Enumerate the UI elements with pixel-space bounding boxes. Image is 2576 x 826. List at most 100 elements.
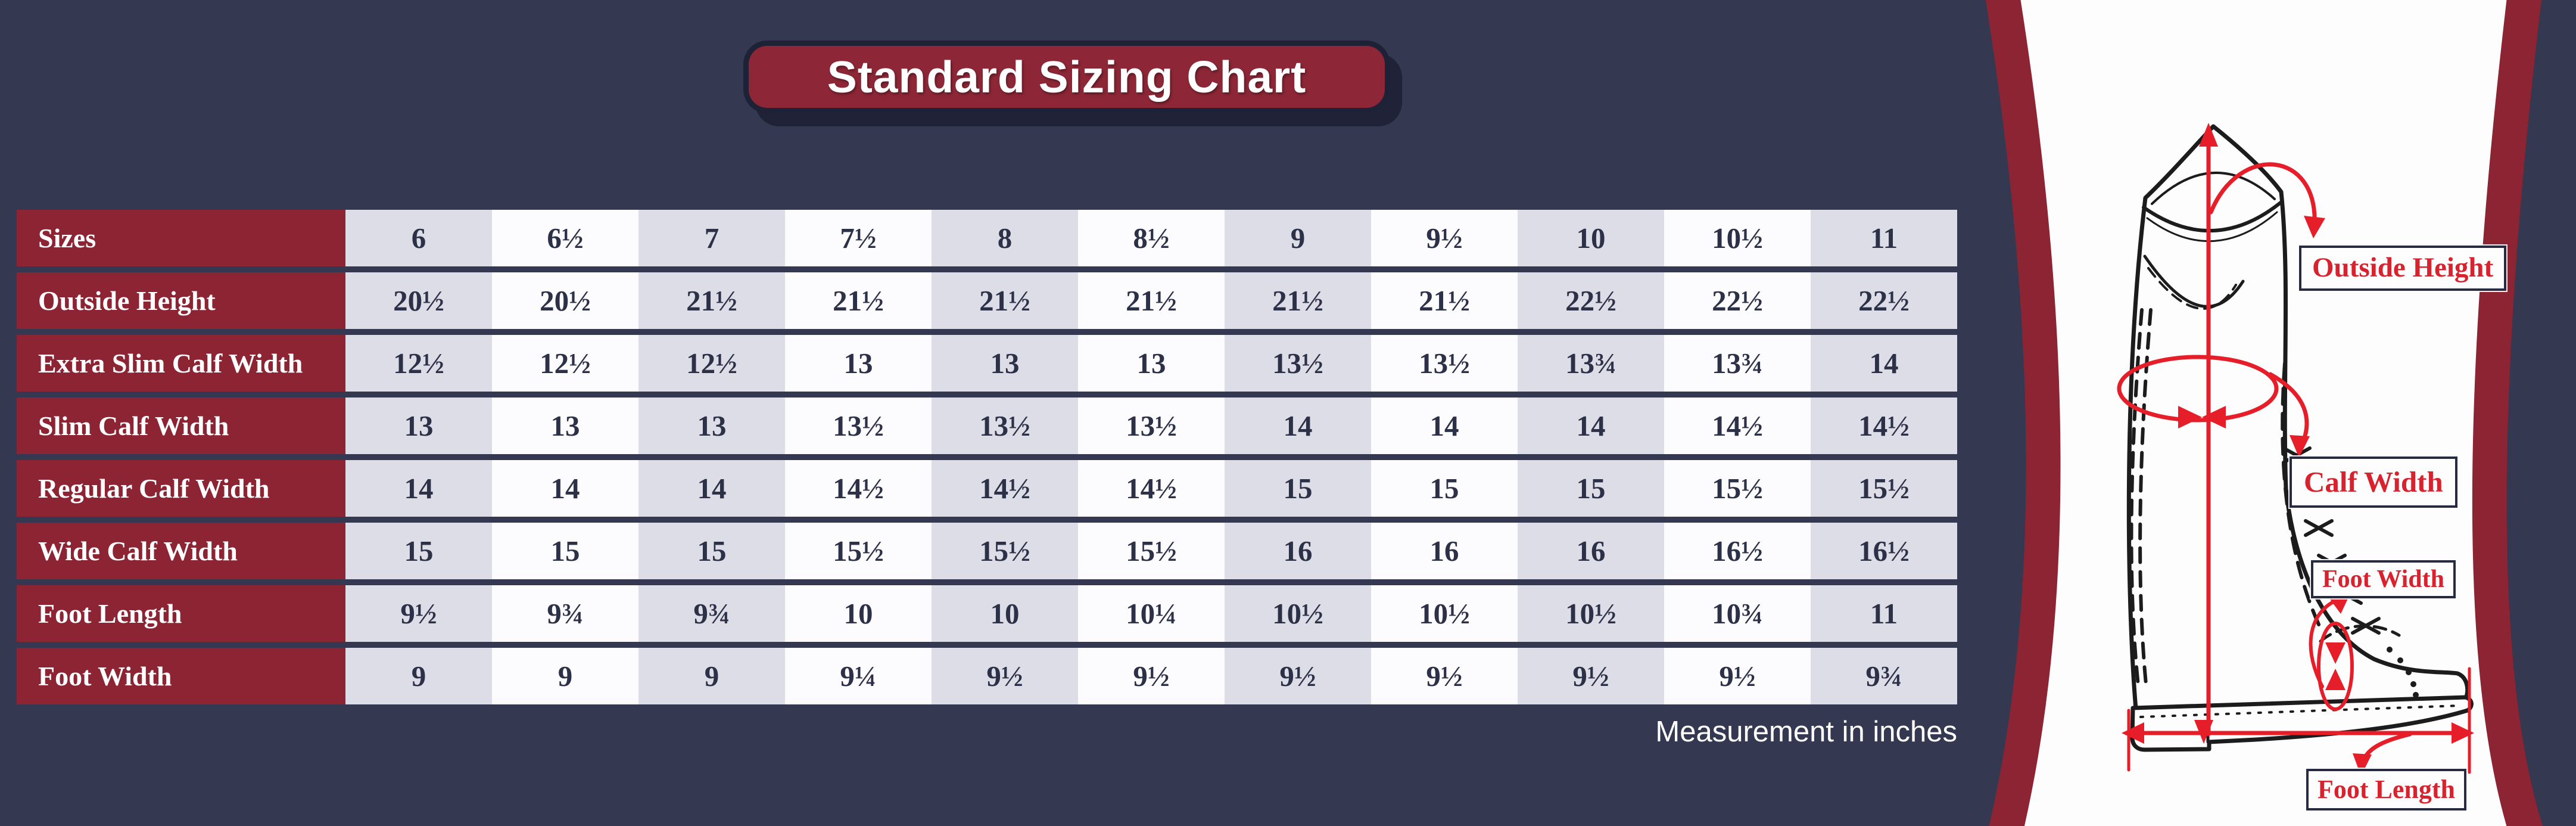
boot-collar-line: [2142, 201, 2282, 233]
size-value-cell: 10¼: [1078, 585, 1225, 642]
size-value-cell: 14½: [785, 460, 932, 517]
size-value-cell: 13: [932, 335, 1078, 392]
outside-height-arrow-up: [2199, 123, 2218, 147]
row-label: Foot Width: [17, 648, 345, 704]
boot-brogue-dots: [2387, 647, 2419, 698]
foot-width-pointer-head: [2328, 594, 2350, 614]
size-value-cell: 9¼: [785, 648, 932, 704]
boot-zipper-dash-2: [2138, 308, 2153, 686]
size-value-cell: 13½: [1225, 335, 1371, 392]
measurement-annotations: [2117, 123, 2474, 776]
boot-flap-seam-dashed: [2147, 267, 2237, 310]
outside-height-pointer-curve: [2209, 162, 2317, 228]
foot-width-label: Foot Width: [2311, 560, 2456, 599]
size-value-cell: 9½: [1371, 648, 1518, 704]
size-value-cell: 10¾: [1664, 585, 1811, 642]
units-note: Measurement in inches: [1655, 716, 1957, 748]
size-value-cell: 13½: [785, 398, 932, 454]
size-value-cell: 21½: [638, 272, 785, 329]
size-value-cell: 12½: [638, 335, 785, 392]
row-label: Foot Length: [17, 585, 345, 642]
size-value-cell: 15: [638, 523, 785, 579]
size-value-cell: 6: [345, 210, 492, 266]
panel-left-maroon-band: [1985, 0, 2061, 826]
size-value-cell: 13½: [1371, 335, 1518, 392]
size-value-cell: 9: [1225, 210, 1371, 266]
size-value-cell: 9¾: [1811, 648, 1957, 704]
size-value-cell: 11: [1811, 585, 1957, 642]
row-label: Wide Calf Width: [17, 523, 345, 579]
size-value-cell: 9½: [1225, 648, 1371, 704]
row-label: Slim Calf Width: [17, 398, 345, 454]
foot-width-bowtie-bottom: [2325, 669, 2346, 690]
size-value-cell: 15½: [1811, 460, 1957, 517]
size-value-cell: 12½: [492, 335, 638, 392]
size-value-cell: 10: [932, 585, 1078, 642]
foot-length-arrow-right: [2452, 722, 2474, 744]
size-value-cell: 14: [492, 460, 638, 517]
boot-collar-line-2: [2146, 211, 2278, 243]
size-value-cell: 15½: [1664, 460, 1811, 517]
size-value-cell: 16½: [1811, 523, 1957, 579]
size-value-cell: 10: [785, 585, 932, 642]
size-value-cell: 13: [785, 335, 932, 392]
size-value-cell: 14½: [1664, 398, 1811, 454]
row-label: Outside Height: [17, 272, 345, 329]
size-value-cell: 14½: [1078, 460, 1225, 517]
size-value-cell: 13¾: [1518, 335, 1664, 392]
size-value-cell: 9¾: [492, 585, 638, 642]
size-value-cell: 22½: [1664, 272, 1811, 329]
size-value-cell: 14: [638, 460, 785, 517]
outside-height-pointer-head: [2304, 216, 2325, 238]
calf-width-bowtie-left: [2178, 406, 2202, 428]
size-value-cell: 9: [345, 648, 492, 704]
size-value-cell: 9½: [1371, 210, 1518, 266]
size-value-cell: 14: [1371, 398, 1518, 454]
size-value-cell: 14: [1225, 398, 1371, 454]
page-title: Standard Sizing Chart: [827, 52, 1307, 102]
size-value-cell: 20½: [345, 272, 492, 329]
size-value-cell: 21½: [1225, 272, 1371, 329]
size-value-cell: 16: [1371, 523, 1518, 579]
size-value-cell: 10½: [1518, 585, 1664, 642]
size-value-cell: 13: [638, 398, 785, 454]
row-label: Regular Calf Width: [17, 460, 345, 517]
boot-diagram: [1985, 0, 2543, 826]
foot-length-pointer-head: [2353, 753, 2372, 776]
size-value-cell: 9: [492, 648, 638, 704]
size-value-cell: 12½: [345, 335, 492, 392]
size-value-cell: 14: [1811, 335, 1957, 392]
size-value-cell: 9½: [932, 648, 1078, 704]
size-value-cell: 22½: [1518, 272, 1664, 329]
sizing-table: Sizes 6 6½ 7 7½ 8 8½ 9 9½ 10 10½ 11 Outside Height 20…: [17, 210, 1957, 704]
size-value-cell: 15: [1518, 460, 1664, 517]
size-value-cell: 21½: [932, 272, 1078, 329]
foot-length-label: Foot Length: [2306, 769, 2466, 811]
size-value-cell: 14½: [932, 460, 1078, 517]
size-value-cell: 21½: [1078, 272, 1225, 329]
size-value-cell: 13½: [1078, 398, 1225, 454]
size-value-cell: 14: [1518, 398, 1664, 454]
size-value-cell: 9½: [1078, 648, 1225, 704]
panel-right-maroon-band: [2472, 0, 2543, 826]
title-banner: Standard Sizing Chart: [743, 41, 1390, 113]
foot-width-pointer-curve: [2309, 597, 2344, 688]
size-value-cell: 13: [492, 398, 638, 454]
boot-lace-panel-seam: [2281, 362, 2321, 628]
size-value-cell: 9½: [1664, 648, 1811, 704]
boot-shaft-outline: [2126, 124, 2470, 712]
size-value-cell: 10½: [1664, 210, 1811, 266]
size-value-cell: 16: [1518, 523, 1664, 579]
size-value-cell: 15: [345, 523, 492, 579]
size-value-cell: 20½: [492, 272, 638, 329]
size-value-cell: 21½: [785, 272, 932, 329]
size-value-cell: 9: [638, 648, 785, 704]
size-value-cell: 16: [1225, 523, 1371, 579]
size-value-cell: 7: [638, 210, 785, 266]
size-value-cell: 15: [1371, 460, 1518, 517]
size-value-cell: 10½: [1225, 585, 1371, 642]
size-value-cell: 15½: [932, 523, 1078, 579]
size-value-cell: 15: [492, 523, 638, 579]
size-value-cell: 16½: [1664, 523, 1811, 579]
